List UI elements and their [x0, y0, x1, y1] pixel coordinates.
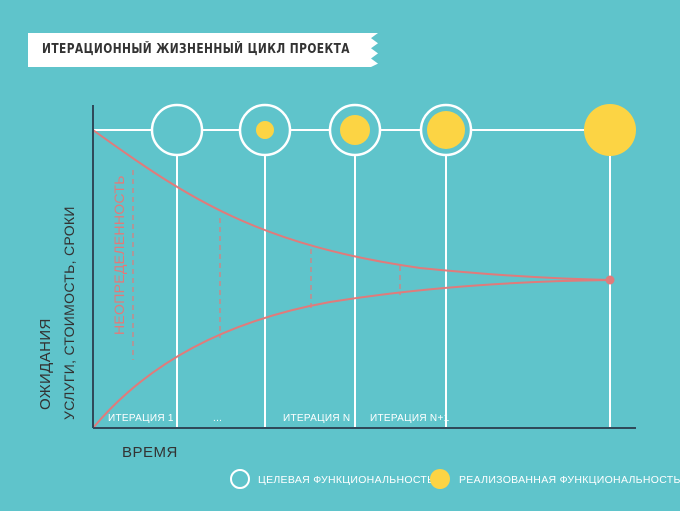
- page-title: ИТЕРАЦИОННЫЙ ЖИЗНЕННЫЙ ЦИКЛ ПРОЕКТА: [42, 42, 350, 57]
- uncertainty-label: НЕОПРЕДЕЛЕННОСТЬ: [111, 175, 127, 335]
- iteration-label: ИТЕРАЦИЯ N: [283, 413, 350, 424]
- iteration-label: ИТЕРАЦИЯ N+1: [370, 413, 450, 424]
- iteration-label: ИТЕРАЦИЯ 1: [108, 413, 174, 424]
- legend-realized-label: РЕАЛИЗОВАННАЯ ФУНКЦИОНАЛЬНОСТЬ: [459, 474, 680, 486]
- x-axis-label: ВРЕМЯ: [122, 444, 178, 461]
- y-axis-label-main: ОЖИДАНИЯ: [37, 318, 54, 410]
- lower-curve: [92, 279, 611, 429]
- realized-circle-full: [584, 104, 636, 156]
- realized-circle: [256, 121, 274, 139]
- legend-target-label: ЦЕЛЕВАЯ ФУНКЦИОНАЛЬНОСТЬ: [258, 474, 434, 486]
- title-banner: [28, 33, 378, 67]
- legend-realized-icon: [430, 469, 450, 489]
- convergence-point: [605, 275, 615, 285]
- legend-target-icon: [230, 469, 250, 489]
- upper-curve: [92, 129, 611, 281]
- realized-circle: [427, 111, 465, 149]
- target-circle: [150, 103, 204, 157]
- iteration-label: ...: [213, 413, 222, 424]
- uncertainty-dashes: [132, 170, 401, 360]
- y-axis-label-sub: УСЛУГИ, СТОИМОСТЬ, СРОКИ: [61, 206, 77, 420]
- realized-circle: [340, 115, 370, 145]
